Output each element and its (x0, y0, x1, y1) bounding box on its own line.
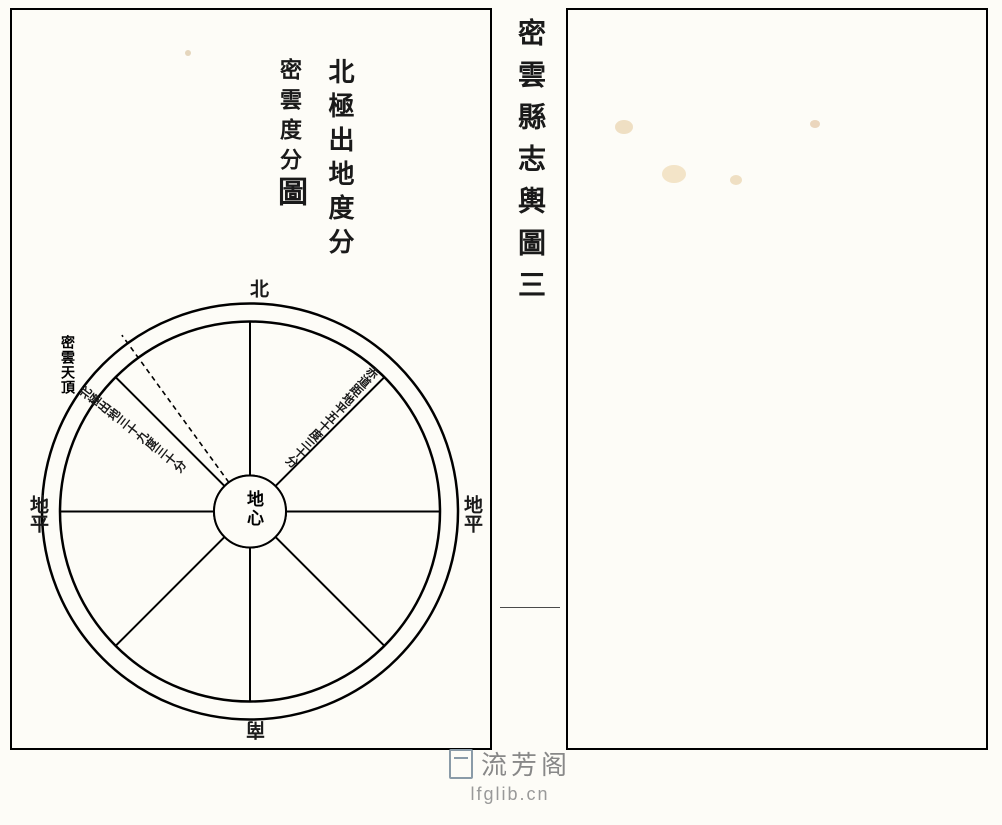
spine-divider-icon (500, 607, 560, 608)
spine-column: 密雲縣志輿圖三 (504, 18, 554, 738)
watermark: 流芳阁 lfglib.cn (420, 745, 600, 805)
left-page-frame: 密雲度分 圖 北極出地度分 北 南 地平 地平 地心 密雲天頂 赤道距地平五 (10, 8, 492, 750)
cardinal-east-label: 地平 (458, 495, 485, 533)
watermark-site-url: lfglib.cn (470, 784, 549, 805)
compass-center-label: 地心 (241, 490, 266, 528)
watermark-top-row: 流芳阁 (449, 745, 571, 782)
title-subtitle: 密雲度分 (273, 58, 305, 178)
cardinal-south-label: 南 (244, 721, 271, 740)
right-page-frame (566, 8, 988, 750)
compass-diagram: 北 南 地平 地平 地心 密雲天頂 赤道距地平五十度三十分 北極出地三十九度三十… (26, 285, 474, 740)
spine-title: 密雲縣志輿圖三 (509, 18, 549, 312)
page-title: 密雲度分 圖 北極出地度分 (267, 58, 358, 262)
book-icon (449, 749, 473, 779)
title-emblem: 圖 (267, 176, 311, 206)
page-container: 密雲縣志輿圖三 密雲度分 圖 北極出地度分 北 南 地平 地平 (10, 8, 988, 750)
watermark-site-name: 流芳阁 (481, 745, 571, 782)
cardinal-west-label: 地平 (24, 495, 51, 533)
compass-zenith-label: 密雲天頂 (56, 335, 76, 395)
cardinal-north-label: 北 (244, 279, 271, 298)
title-main: 北極出地度分 (321, 58, 358, 262)
